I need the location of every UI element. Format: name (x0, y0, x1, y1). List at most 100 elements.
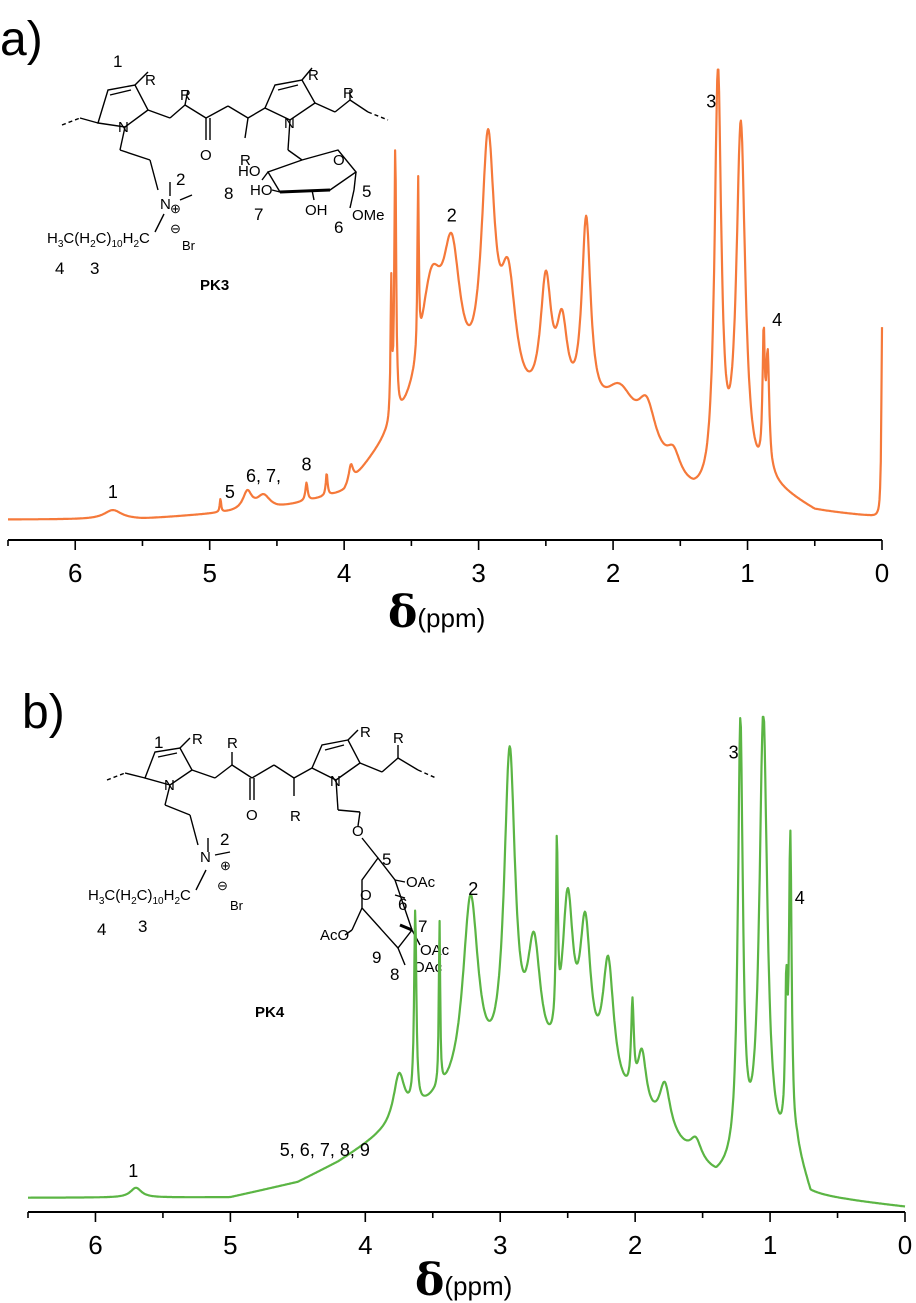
struct-b-minus: ⊖ (217, 878, 228, 893)
struct-a-num-1: 1 (113, 52, 122, 71)
x-axis-symbol-b: δ (415, 1255, 444, 1303)
struct-b-r3: R (290, 808, 301, 825)
peak-annotation: 4 (772, 310, 782, 330)
x-tick-label: 1 (740, 558, 754, 588)
structure-pk4 (106, 729, 437, 966)
panel-b-letter: b) (22, 686, 65, 739)
struct-b-num-6: 6 (398, 895, 407, 914)
x-axis-label-b: δ(ppm) (415, 1255, 512, 1303)
struct-a-ome: OMe (352, 207, 385, 224)
struct-b-num-5: 5 (382, 850, 391, 869)
peak-annotation: 3 (729, 742, 739, 762)
peak-annotation: 1 (108, 482, 118, 502)
peak-annotation: 4 (795, 888, 805, 908)
struct-b-oac3: OAc (413, 959, 443, 976)
x-tick-label: 3 (471, 558, 485, 588)
x-tick-label: 2 (606, 558, 620, 588)
struct-b-num-4: 4 (97, 920, 106, 939)
struct-a-o-ketone: O (200, 147, 212, 164)
struct-a-r3: R (240, 152, 251, 169)
annotations-b: 1 5, 6, 7, 8, 9 2 3 4 (128, 742, 805, 1181)
struct-a-num-2: 2 (176, 170, 185, 189)
struct-b-num-3: 3 (138, 917, 147, 936)
struct-b-r4: R (360, 724, 371, 741)
panel-b: b) (22, 686, 912, 1303)
x-axis-unit-b: (ppm) (444, 1271, 512, 1301)
compound-label-pk4: PK4 (255, 1004, 285, 1021)
struct-b-r1: R (192, 731, 203, 748)
x-tick-label: 4 (358, 1230, 372, 1260)
spectrum-a-line (7, 68, 884, 521)
peak-annotation: 5 (225, 482, 235, 502)
x-tick-label: 5 (202, 558, 216, 588)
struct-a-num-5: 5 (362, 182, 371, 201)
struct-a-minus: ⊖ (170, 221, 181, 236)
peak-annotation: 8 (301, 454, 311, 474)
axis-a: 6 5 4 3 2 1 0 (7, 539, 889, 588)
struct-b-oac1: OAc (406, 874, 436, 891)
peak-annotation: 2 (447, 206, 457, 226)
structure-pk4-labels: 1 R R R R R N N O O O 2 N ⊕ ⊖ Br H3C(H2C… (88, 724, 450, 1021)
struct-a-n-ammonium: N (160, 196, 171, 213)
peak-annotation: 2 (468, 879, 478, 899)
x-axis-symbol-a: δ (388, 587, 417, 638)
struct-b-r2: R (227, 735, 238, 752)
peak-annotation: 6, 7, (246, 466, 281, 486)
struct-a-ho2: HO (250, 182, 273, 199)
struct-a-num-8: 8 (224, 184, 233, 203)
annotations-a: 1 5 6, 7, 8 2 3 4 (108, 92, 782, 502)
struct-a-plus: ⊕ (170, 201, 181, 216)
axis-b: 6 5 4 3 2 1 0 (27, 1211, 912, 1260)
struct-b-n-ammonium: N (200, 849, 211, 866)
panel-a-letter: a) (0, 13, 43, 66)
struct-b-aco: AcO (320, 927, 349, 944)
x-axis-unit-a: (ppm) (417, 603, 485, 633)
peak-annotation: 3 (706, 92, 716, 112)
struct-b-n1: N (164, 777, 175, 794)
struct-b-oac2: OAc (420, 942, 450, 959)
struct-a-num-3: 3 (90, 259, 99, 278)
peak-annotation: 1 (128, 1161, 138, 1181)
struct-a-ho1: HO (238, 163, 261, 180)
structure-pk3 (61, 67, 389, 233)
x-tick-label: 2 (628, 1230, 642, 1260)
struct-b-num-2: 2 (220, 830, 229, 849)
x-axis-label-a: δ(ppm) (388, 587, 485, 638)
struct-b-r5: R (393, 730, 404, 747)
struct-b-alkyl: H3C(H2C)10H2C (88, 887, 191, 907)
struct-b-num-9: 9 (372, 948, 381, 967)
x-tick-label: 4 (337, 558, 351, 588)
struct-a-num-6: 6 (334, 218, 343, 237)
struct-b-num-7: 7 (418, 917, 427, 936)
struct-a-r1: R (145, 72, 156, 89)
struct-a-r5: R (343, 85, 354, 102)
struct-a-num-7: 7 (254, 205, 263, 224)
struct-b-o-link: O (352, 823, 364, 840)
struct-a-oh: OH (305, 202, 328, 219)
struct-a-n2: N (284, 115, 295, 132)
struct-a-br: Br (182, 238, 196, 253)
x-tick-label: 5 (223, 1230, 237, 1260)
x-tick-label: 0 (898, 1230, 912, 1260)
x-tick-label: 0 (875, 558, 889, 588)
struct-b-o-ketone: O (246, 807, 258, 824)
struct-a-num-4: 4 (55, 259, 64, 278)
panel-a: a) (0, 13, 889, 638)
struct-a-o-ring: O (333, 152, 345, 169)
struct-a-n1: N (118, 119, 129, 136)
struct-b-o-ring: O (360, 887, 372, 904)
struct-b-plus: ⊕ (220, 858, 231, 873)
peak-annotation: 5, 6, 7, 8, 9 (280, 1140, 370, 1160)
struct-a-alkyl: H3C(H2C)10H2C (47, 230, 150, 250)
x-tick-label: 1 (763, 1230, 777, 1260)
x-tick-label: 6 (88, 1230, 102, 1260)
compound-label-pk3: PK3 (200, 277, 229, 294)
x-tick-label: 3 (493, 1230, 507, 1260)
struct-b-num-8: 8 (390, 965, 399, 984)
struct-b-n2: N (330, 773, 341, 790)
struct-a-r2: R (180, 87, 191, 104)
struct-b-br: Br (230, 898, 244, 913)
spectrum-b-line (27, 715, 906, 1208)
struct-b-num-1: 1 (154, 733, 163, 752)
